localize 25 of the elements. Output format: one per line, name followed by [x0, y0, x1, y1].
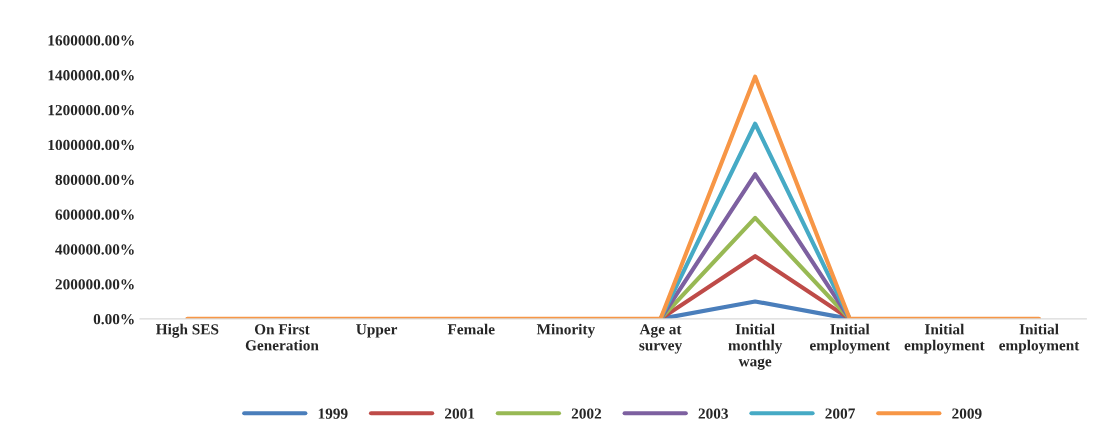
x-tick-label: Female	[447, 323, 495, 335]
y-tick-label: 200000.00%	[55, 279, 134, 290]
y-tick-label: 400000.00%	[55, 244, 134, 255]
y-tick-label: 800000.00%	[55, 174, 134, 186]
x-tick-label: Age at survey	[639, 324, 682, 354]
legend-label: 2003	[698, 408, 729, 419]
legend-label: 2001	[445, 408, 475, 419]
legend-label: 1999	[318, 408, 348, 419]
x-tick-label: Initial monthly wage	[728, 323, 783, 370]
x-tick-label: Initial employment	[809, 323, 891, 354]
y-tick-label: 1200000.00%	[48, 104, 134, 116]
legend-label: 2007	[825, 408, 855, 419]
x-tick-label: On First Generation	[245, 323, 319, 351]
x-tick-label: Initial employment	[904, 323, 985, 354]
y-tick-label: 1600000.00%	[48, 35, 134, 46]
x-tick-label: Upper	[356, 324, 398, 338]
y-tick-label: 1400000.00%	[48, 70, 134, 81]
y-tick-label: 600000.00%	[55, 209, 134, 220]
legend-label: 2009	[952, 408, 982, 419]
y-tick-label: 1000000.00%	[48, 139, 134, 151]
x-tick-label: High SES	[155, 323, 219, 338]
x-tick-label: Minority	[536, 323, 595, 338]
legend-label: 2002	[571, 408, 602, 419]
x-tick-label: Initial employment	[999, 323, 1080, 354]
y-tick-label: 0.00%	[93, 314, 134, 325]
